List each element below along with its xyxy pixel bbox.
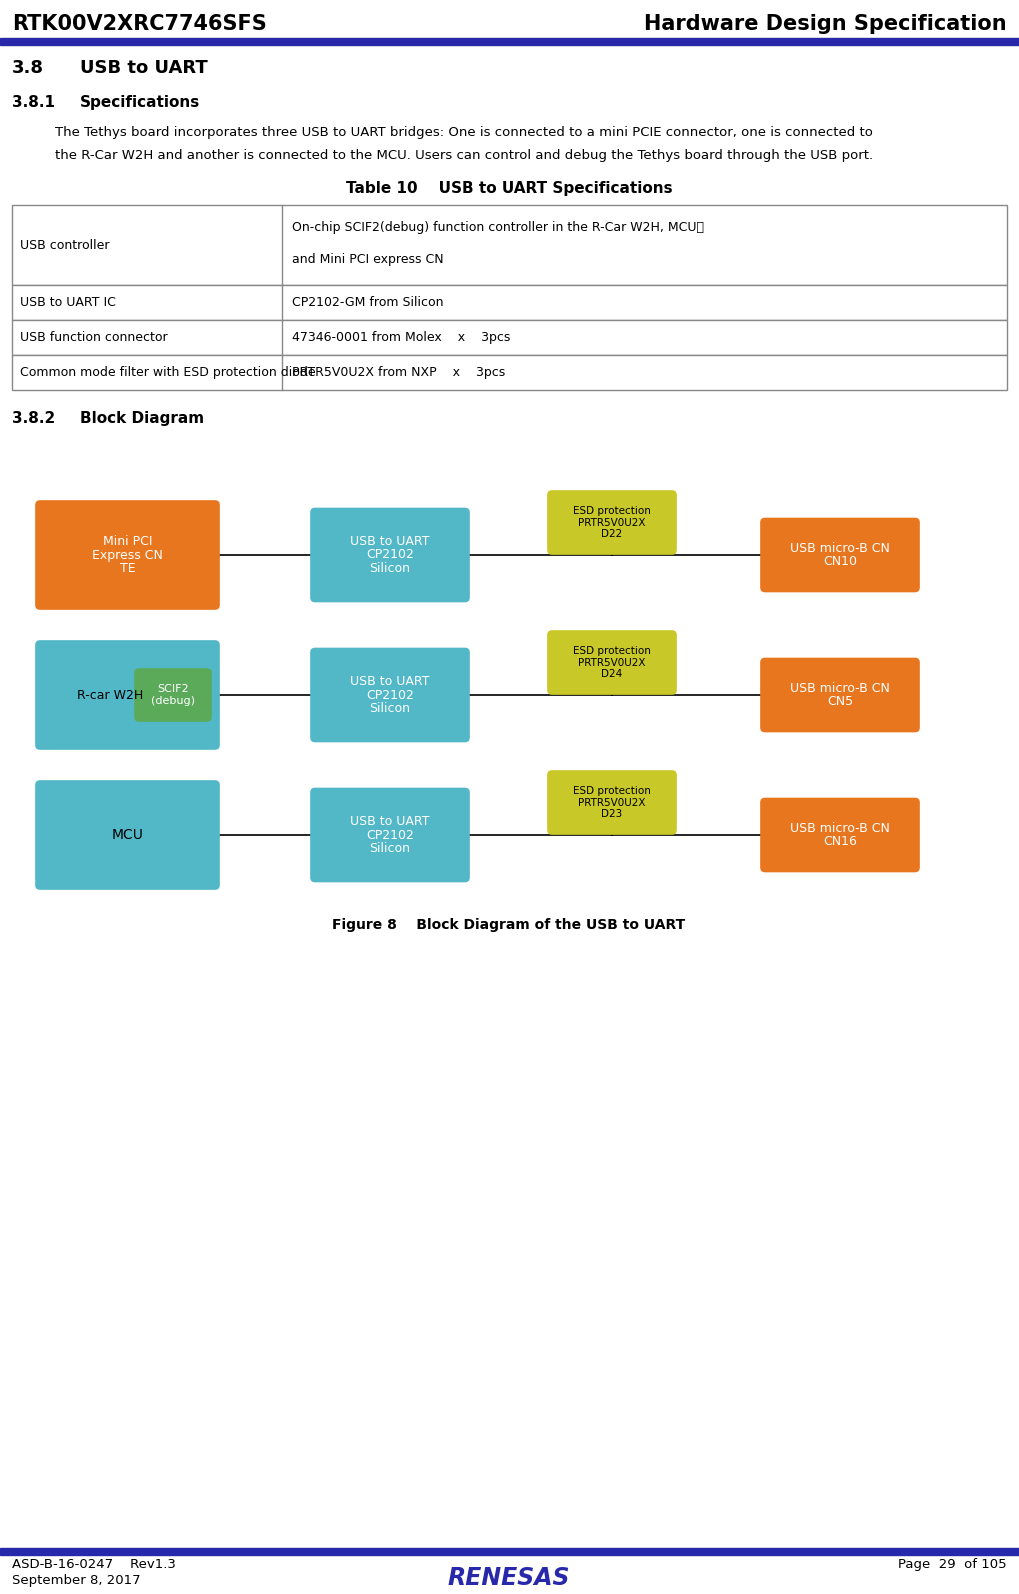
Text: TE: TE	[119, 563, 136, 575]
Text: USB controller: USB controller	[20, 239, 109, 252]
FancyBboxPatch shape	[36, 501, 219, 609]
Text: Mini PCI: Mini PCI	[103, 536, 152, 548]
Text: RENESAS: RENESAS	[447, 1565, 571, 1589]
FancyBboxPatch shape	[548, 491, 676, 555]
Text: Common mode filter with ESD protection diode: Common mode filter with ESD protection d…	[20, 367, 316, 379]
Text: SCIF2: SCIF2	[157, 684, 189, 693]
Text: USB to UART: USB to UART	[81, 59, 208, 77]
Text: D23: D23	[601, 808, 623, 819]
Text: USB micro-B CN: USB micro-B CN	[790, 823, 890, 835]
Text: ESD protection: ESD protection	[573, 786, 651, 797]
FancyBboxPatch shape	[311, 508, 469, 601]
Bar	[0, 1548, 1019, 1556]
Text: Silicon: Silicon	[370, 563, 411, 575]
Text: 3.8.1: 3.8.1	[12, 94, 55, 110]
Text: CP2102: CP2102	[366, 689, 414, 701]
FancyBboxPatch shape	[135, 669, 211, 720]
Bar	[12, 285, 1007, 320]
Text: (debug): (debug)	[151, 697, 195, 706]
Text: Figure 8    Block Diagram of the USB to UART: Figure 8 Block Diagram of the USB to UAR…	[332, 918, 686, 932]
Text: CN10: CN10	[823, 555, 857, 567]
Text: PRTR5V0U2X: PRTR5V0U2X	[578, 518, 646, 528]
Text: USB micro-B CN: USB micro-B CN	[790, 542, 890, 555]
Text: USB micro-B CN: USB micro-B CN	[790, 682, 890, 695]
Text: Block Diagram: Block Diagram	[81, 411, 204, 426]
Text: CN5: CN5	[827, 695, 853, 708]
Text: Silicon: Silicon	[370, 842, 411, 854]
FancyBboxPatch shape	[311, 789, 469, 881]
Text: PRTR5V0U2X: PRTR5V0U2X	[578, 797, 646, 808]
FancyBboxPatch shape	[761, 799, 919, 872]
Text: USB to UART: USB to UART	[351, 674, 430, 689]
Text: the R-Car W2H and another is connected to the MCU. Users can control and debug t: the R-Car W2H and another is connected t…	[55, 148, 873, 161]
Text: 3.8: 3.8	[12, 59, 44, 77]
Text: Express CN: Express CN	[92, 548, 163, 561]
FancyBboxPatch shape	[761, 658, 919, 732]
Text: and Mini PCI express CN: and Mini PCI express CN	[292, 253, 443, 266]
Text: CP2102-GM from Silicon: CP2102-GM from Silicon	[292, 296, 443, 309]
Text: Silicon: Silicon	[370, 701, 411, 716]
Text: 3.8.2: 3.8.2	[12, 411, 55, 426]
Text: CP2102: CP2102	[366, 829, 414, 842]
Text: Table 10    USB to UART Specifications: Table 10 USB to UART Specifications	[345, 180, 673, 196]
Text: ESD protection: ESD protection	[573, 507, 651, 516]
Text: Hardware Design Specification: Hardware Design Specification	[644, 14, 1007, 33]
Text: PRTR5V0U2X: PRTR5V0U2X	[578, 657, 646, 668]
Bar	[12, 320, 1007, 355]
FancyBboxPatch shape	[36, 781, 219, 889]
FancyBboxPatch shape	[36, 641, 219, 749]
Text: 47346-0001 from Molex    x    3pcs: 47346-0001 from Molex x 3pcs	[292, 332, 511, 344]
FancyBboxPatch shape	[548, 631, 676, 693]
Bar	[0, 38, 1019, 45]
Text: D22: D22	[601, 529, 623, 539]
Bar	[12, 206, 1007, 285]
Text: Page  29  of 105: Page 29 of 105	[899, 1557, 1007, 1572]
Text: ASD-B-16-0247    Rev1.3: ASD-B-16-0247 Rev1.3	[12, 1557, 176, 1572]
Text: MCU: MCU	[111, 827, 144, 842]
Text: USB to UART: USB to UART	[351, 536, 430, 548]
Text: USB to UART IC: USB to UART IC	[20, 296, 116, 309]
Text: PRTR5V0U2X from NXP    x    3pcs: PRTR5V0U2X from NXP x 3pcs	[292, 367, 505, 379]
Text: USB function connector: USB function connector	[20, 332, 167, 344]
Bar	[12, 355, 1007, 391]
Text: R-car W2H: R-car W2H	[76, 689, 143, 701]
FancyBboxPatch shape	[311, 649, 469, 741]
Text: September 8, 2017: September 8, 2017	[12, 1573, 141, 1588]
Text: RTK00V2XRC7746SFS: RTK00V2XRC7746SFS	[12, 14, 267, 33]
Text: USB to UART: USB to UART	[351, 815, 430, 827]
Text: CP2102: CP2102	[366, 548, 414, 561]
Text: On-chip SCIF2(debug) function controller in the R-Car W2H, MCU，: On-chip SCIF2(debug) function controller…	[292, 222, 704, 234]
Text: Specifications: Specifications	[81, 94, 201, 110]
Text: ESD protection: ESD protection	[573, 646, 651, 657]
Text: The Tethys board incorporates three USB to UART bridges: One is connected to a m: The Tethys board incorporates three USB …	[55, 126, 873, 139]
Text: CN16: CN16	[823, 835, 857, 848]
FancyBboxPatch shape	[548, 771, 676, 834]
FancyBboxPatch shape	[761, 518, 919, 591]
Text: D24: D24	[601, 669, 623, 679]
